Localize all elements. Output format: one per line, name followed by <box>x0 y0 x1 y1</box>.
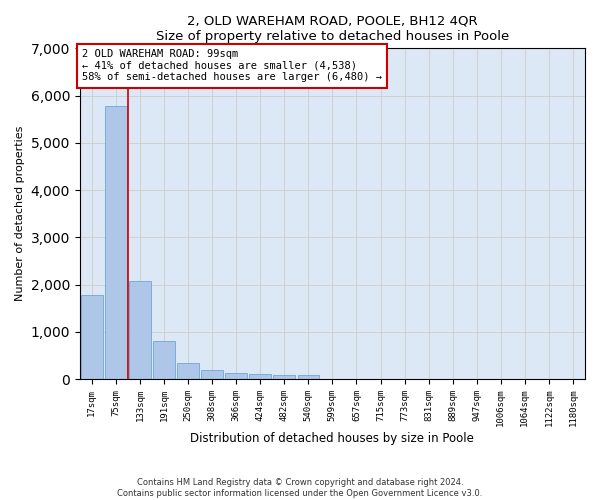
Bar <box>201 370 223 379</box>
Y-axis label: Number of detached properties: Number of detached properties <box>15 126 25 302</box>
Bar <box>81 295 103 379</box>
X-axis label: Distribution of detached houses by size in Poole: Distribution of detached houses by size … <box>190 432 475 445</box>
Title: 2, OLD WAREHAM ROAD, POOLE, BH12 4QR
Size of property relative to detached house: 2, OLD WAREHAM ROAD, POOLE, BH12 4QR Siz… <box>156 15 509 43</box>
Bar <box>153 342 175 379</box>
Bar <box>298 376 319 379</box>
Text: Contains HM Land Registry data © Crown copyright and database right 2024.
Contai: Contains HM Land Registry data © Crown c… <box>118 478 482 498</box>
Bar <box>129 281 151 379</box>
Bar <box>105 106 127 379</box>
Bar <box>226 374 247 379</box>
Bar <box>177 363 199 379</box>
Bar <box>250 374 271 379</box>
Text: 2 OLD WAREHAM ROAD: 99sqm
← 41% of detached houses are smaller (4,538)
58% of se: 2 OLD WAREHAM ROAD: 99sqm ← 41% of detac… <box>82 50 382 82</box>
Bar <box>274 374 295 379</box>
